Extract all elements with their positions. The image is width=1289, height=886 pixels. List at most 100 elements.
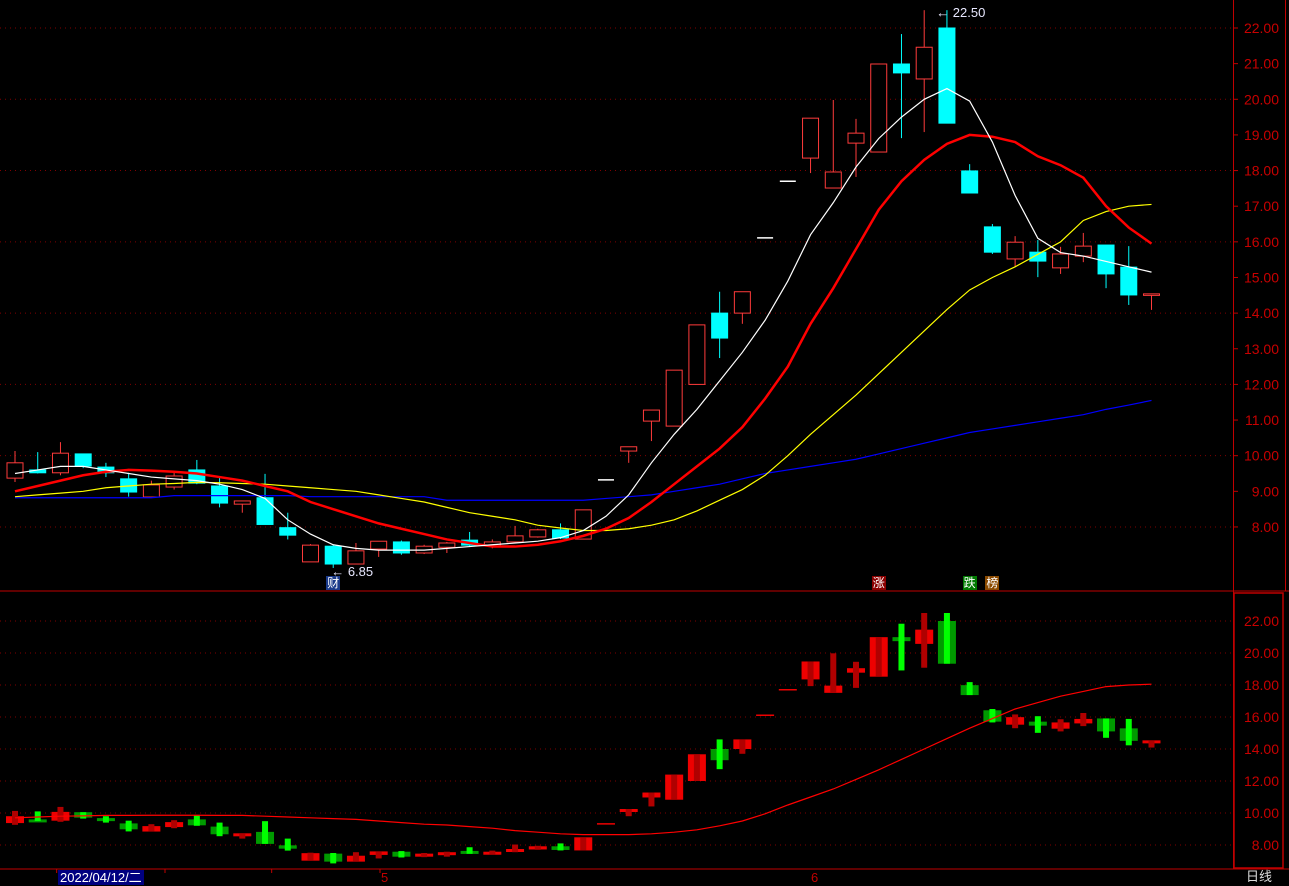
- y-tick-label: 12.00: [1244, 376, 1279, 392]
- candle-down: [1120, 266, 1138, 296]
- candle-down: [552, 529, 570, 539]
- lower-bar-up-range: [853, 661, 860, 688]
- candle-up: [824, 171, 842, 189]
- lower-bar-up-range: [171, 820, 178, 829]
- candle-up: [620, 446, 638, 452]
- lower-bar-up-range: [875, 637, 882, 677]
- lower-bar-up-range: [375, 851, 382, 859]
- event-badge[interactable]: 跌: [962, 576, 977, 590]
- lower-bar-down-range: [1103, 718, 1110, 738]
- candle-up: [915, 46, 933, 80]
- lower-axis-frame: [1233, 592, 1284, 869]
- candle-up: [688, 324, 706, 385]
- ma60-line: [15, 399, 1152, 501]
- y-tick-label: 21.00: [1244, 56, 1279, 72]
- lower-y-tick-label: 12.00: [1244, 773, 1279, 789]
- lower-bar-down-range: [125, 820, 132, 832]
- lower-bar-down-range: [1125, 718, 1132, 746]
- lower-bar-up-range: [830, 653, 837, 693]
- y-tick-label: 9.00: [1252, 483, 1279, 499]
- candle-up: [847, 132, 865, 144]
- candle-up: [51, 452, 69, 474]
- candle-down: [256, 497, 274, 525]
- candle-up: [1143, 293, 1160, 296]
- candle-up: [370, 540, 388, 550]
- lower-y-tick-label: 8.00: [1252, 837, 1279, 853]
- lower-bar-up-range: [580, 837, 587, 851]
- lower-y-tick-label: 14.00: [1244, 741, 1279, 757]
- candle-up: [733, 291, 751, 314]
- candle-down: [74, 453, 92, 467]
- lower-bar-up-range: [12, 810, 18, 825]
- lower-bar-down-range: [330, 853, 337, 864]
- y-tick-label: 18.00: [1244, 163, 1279, 179]
- low-price-label: ← 6.85: [331, 564, 373, 579]
- lower-bar-up-range: [57, 806, 64, 822]
- candle-up: [1074, 245, 1092, 257]
- candle-up: [347, 550, 365, 565]
- lower-bar-down-range: [966, 682, 973, 696]
- lower-bar-up-range: [807, 661, 814, 687]
- lower-bar-down-range: [1034, 716, 1041, 733]
- y-tick-label: 15.00: [1244, 269, 1279, 285]
- ma10-line: [14, 133, 1153, 548]
- event-badge[interactable]: 财: [326, 576, 341, 590]
- candle-down: [211, 485, 229, 504]
- lower-bar-up-range: [693, 754, 700, 781]
- candle-down: [961, 170, 979, 194]
- x-tick-month-6: 6: [811, 870, 819, 885]
- lower-bar-up-range: [1148, 740, 1155, 748]
- y-tick-label: 8.00: [1252, 519, 1279, 535]
- lower-bar-down-range: [989, 709, 996, 723]
- lower-bar-down-range: [716, 739, 723, 770]
- candle-up: [165, 475, 183, 488]
- y-tick-label: 16.00: [1244, 234, 1279, 250]
- ma20-line: [14, 203, 1152, 532]
- lower-bar-up-range: [239, 833, 246, 839]
- candle-up: [529, 529, 547, 538]
- candle-up: [142, 484, 160, 498]
- lower-bar-down-range: [262, 821, 269, 844]
- lower-bar-down-range: [943, 613, 950, 664]
- lower-bar-up-range: [352, 852, 359, 862]
- event-badge[interactable]: 榜: [985, 576, 1000, 590]
- candle-down: [324, 545, 342, 565]
- period-selector[interactable]: 日线: [1246, 870, 1273, 885]
- candle-up: [6, 462, 24, 479]
- lower-bar-down-range: [898, 623, 905, 671]
- y-tick-label: 19.00: [1244, 127, 1279, 143]
- lower-bar-up-range: [1057, 719, 1064, 732]
- lower-y-tick-label: 18.00: [1244, 677, 1279, 693]
- candle-up: [438, 542, 456, 548]
- lower-y-tick-label: 10.00: [1244, 805, 1279, 821]
- candle-down: [1097, 244, 1115, 275]
- y-tick-label: 14.00: [1244, 305, 1279, 321]
- lower-average-line: [14, 683, 1152, 836]
- event-badge[interactable]: 涨: [871, 576, 886, 590]
- lower-bar-up-range: [307, 852, 314, 861]
- y-tick-label: 10.00: [1244, 448, 1279, 464]
- lower-bar-up-range: [1080, 713, 1087, 727]
- high-price-label: ← 22.50: [936, 5, 985, 20]
- lower-bar-down-range: [398, 851, 405, 858]
- lower-bar-up-range: [625, 809, 632, 817]
- lower-y-tick-label: 22.00: [1244, 613, 1279, 629]
- lower-bar-up-range: [1012, 714, 1019, 729]
- y-tick-label: 11.00: [1245, 412, 1279, 428]
- lower-bar-down-range: [557, 843, 564, 851]
- candle-down: [279, 527, 297, 536]
- y-tick-label: 20.00: [1244, 91, 1279, 107]
- ma5-line: [14, 87, 1152, 551]
- candle-up: [1006, 241, 1024, 260]
- candle-up: [506, 535, 524, 543]
- selected-date-label: 2022/04/12/二: [58, 870, 144, 885]
- lower-bar-down-range: [34, 811, 41, 821]
- lower-bar-up-range: [648, 792, 655, 807]
- candle-up: [301, 544, 319, 563]
- lower-bar-up-range: [443, 851, 450, 857]
- lower-bar-up-range: [739, 739, 746, 754]
- candle-down: [1029, 251, 1047, 262]
- y-tick-label: 17.00: [1244, 198, 1279, 214]
- candle-up: [642, 409, 660, 422]
